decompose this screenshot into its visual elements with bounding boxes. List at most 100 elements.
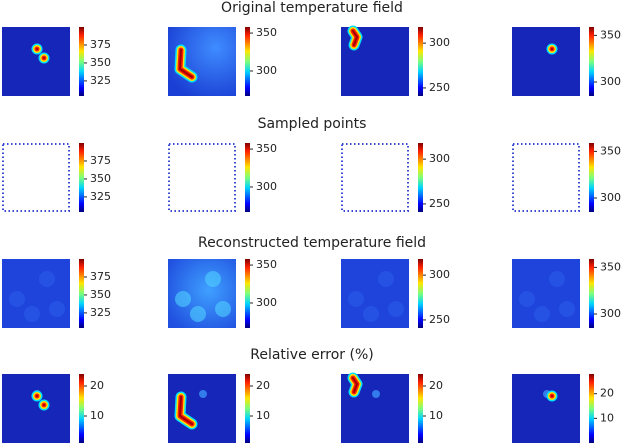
colorbar-tick-label: 325 — [90, 190, 111, 203]
field-image — [2, 259, 70, 328]
recon-spot — [190, 306, 206, 322]
recon-spot — [559, 301, 575, 317]
recon-spot — [205, 271, 221, 287]
colorbar — [589, 143, 594, 212]
recon-spot — [549, 271, 565, 287]
sample-points — [2, 143, 70, 212]
colorbar — [79, 259, 84, 328]
colorbar — [79, 374, 84, 443]
colorbar — [589, 259, 594, 328]
recon-spot — [9, 291, 25, 307]
hot-spot — [179, 396, 193, 425]
colorbar-tick-label: 325 — [90, 74, 111, 87]
sample-points — [168, 143, 236, 212]
colorbar-tick-label: 20 — [429, 379, 443, 392]
colorbar — [418, 259, 423, 328]
field-image — [168, 143, 236, 212]
sample-points — [512, 143, 580, 212]
colorbar — [245, 143, 250, 212]
colorbar-tick-label: 375 — [90, 154, 111, 167]
colorbar-tick-label: 10 — [600, 411, 614, 424]
colorbar-tick-label: 20 — [256, 379, 270, 392]
colorbar — [245, 374, 250, 443]
colorbar-tick-label: 10 — [90, 409, 104, 422]
colorbar — [79, 27, 84, 96]
hot-spot — [352, 30, 358, 46]
colorbar-tick-label: 350 — [90, 172, 111, 185]
row-title: Relative error (%) — [250, 347, 373, 363]
colorbar-tick-label: 300 — [600, 307, 621, 320]
recon-spot — [388, 301, 404, 317]
recon-spot — [175, 291, 191, 307]
colorbar-tick-label: 350 — [600, 28, 621, 41]
field-bg — [512, 27, 580, 96]
row-title: Sampled points — [258, 116, 367, 132]
recon-spot — [519, 291, 535, 307]
error-spot — [199, 390, 207, 398]
field-bg — [512, 374, 580, 443]
field-image — [168, 27, 236, 96]
recon-spot — [348, 291, 364, 307]
field-image — [341, 143, 409, 212]
recon-spot — [24, 306, 40, 322]
recon-spot — [215, 301, 231, 317]
field-image — [341, 372, 409, 443]
field-image — [168, 374, 236, 443]
colorbar — [589, 27, 594, 96]
colorbar-tick-label: 300 — [429, 152, 450, 165]
colorbar — [245, 259, 250, 328]
colorbar-tick-label: 250 — [429, 197, 450, 210]
colorbar-tick-label: 375 — [90, 270, 111, 283]
field-image — [512, 27, 580, 96]
field-image — [2, 27, 70, 96]
field-bg — [2, 27, 70, 96]
colorbar — [418, 374, 423, 443]
colorbar — [79, 143, 84, 212]
recon-spot — [39, 271, 55, 287]
field-image — [341, 259, 409, 328]
colorbar — [418, 143, 423, 212]
row-title: Reconstructed temperature field — [198, 235, 426, 251]
field-image — [2, 374, 70, 443]
hot-spot — [179, 49, 193, 78]
colorbar-tick-label: 350 — [90, 56, 111, 69]
colorbar-tick-label: 300 — [600, 75, 621, 88]
colorbar-tick-label: 250 — [429, 313, 450, 326]
colorbar-tick-label: 300 — [429, 36, 450, 49]
recon-spot — [363, 306, 379, 322]
recon-spot — [49, 301, 65, 317]
colorbar-tick-label: 300 — [256, 64, 277, 77]
colorbar-tick-label: 350 — [256, 142, 277, 155]
colorbar-tick-label: 325 — [90, 306, 111, 319]
colorbar-tick-label: 10 — [429, 409, 443, 422]
colorbar-tick-label: 350 — [600, 260, 621, 273]
colorbar-tick-label: 20 — [600, 387, 614, 400]
colorbar — [589, 374, 594, 443]
colorbar-tick-label: 300 — [429, 268, 450, 281]
recon-spot — [378, 271, 394, 287]
colorbar-tick-label: 350 — [256, 26, 277, 39]
field-image — [2, 143, 70, 212]
row-title: Original temperature field — [221, 0, 403, 16]
error-spot — [372, 390, 380, 398]
colorbar-tick-label: 350 — [256, 258, 277, 271]
sample-points — [341, 143, 409, 212]
field-image — [512, 143, 580, 212]
colorbar — [418, 27, 423, 96]
field-image — [512, 259, 580, 328]
colorbar-tick-label: 300 — [256, 180, 277, 193]
colorbar-tick-label: 10 — [256, 409, 270, 422]
colorbar-tick-label: 300 — [256, 296, 277, 309]
colorbar-tick-label: 250 — [429, 81, 450, 94]
field-image — [341, 25, 409, 96]
hot-spot — [352, 377, 358, 393]
colorbar-tick-label: 20 — [90, 379, 104, 392]
colorbar-tick-label: 350 — [90, 288, 111, 301]
colorbar-tick-label: 350 — [600, 144, 621, 157]
colorbar — [245, 27, 250, 96]
field-image — [512, 374, 580, 443]
colorbar-tick-label: 300 — [600, 191, 621, 204]
field-bg — [2, 374, 70, 443]
colorbar-tick-label: 375 — [90, 38, 111, 51]
